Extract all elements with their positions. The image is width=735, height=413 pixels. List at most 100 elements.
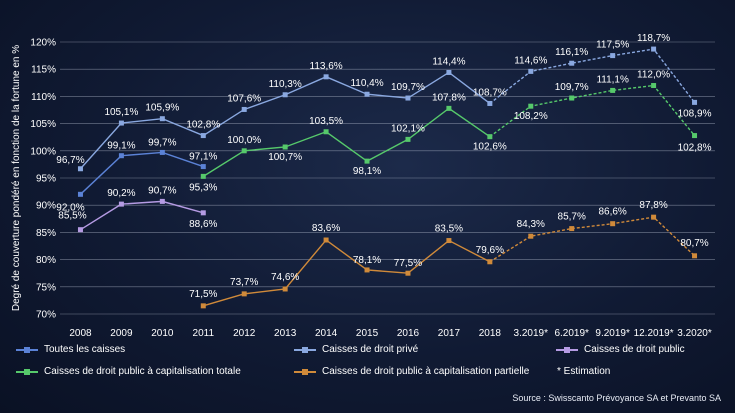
y-tick-label: 75% xyxy=(36,282,56,293)
data-point xyxy=(405,95,411,101)
legend: Toutes les caisses Caisses de droit priv… xyxy=(16,344,731,384)
data-point xyxy=(610,221,616,227)
data-label: 102,1% xyxy=(391,123,425,134)
x-tick-label: 2017 xyxy=(438,328,461,339)
data-label: 102,8% xyxy=(186,120,220,131)
data-label: 80,7% xyxy=(680,238,708,249)
series-line xyxy=(79,151,204,195)
x-tick-label: 3.2020* xyxy=(677,328,712,339)
data-point xyxy=(651,214,657,220)
x-tick-label: 2011 xyxy=(193,328,215,339)
data-labels: 92,0% 99,1% 99,7% 97,1% 96,7% 105,1% 105,9% 102… xyxy=(56,33,711,300)
x-tick-label: 9.2019* xyxy=(595,328,630,339)
x-tick-label: 2013 xyxy=(274,328,297,339)
data-point xyxy=(651,46,657,52)
data-point xyxy=(610,53,616,59)
series-line xyxy=(203,239,491,307)
series-line-estimate xyxy=(489,84,696,138)
data-label: 113,6% xyxy=(310,61,343,72)
data-label: 112,0% xyxy=(637,70,670,81)
data-point xyxy=(487,100,493,106)
y-tick-label: 115% xyxy=(31,65,56,76)
data-point xyxy=(77,166,83,172)
data-label: 83,5% xyxy=(435,224,463,235)
data-label: 86,6% xyxy=(598,207,626,218)
data-label: 95,3% xyxy=(189,182,217,193)
data-point xyxy=(405,270,411,276)
x-tick-label: 12.2019* xyxy=(634,328,674,339)
data-point xyxy=(200,133,206,139)
data-label: 90,2% xyxy=(107,188,135,199)
y-tick-label: 90% xyxy=(36,201,56,212)
x-tick-label: 2014 xyxy=(315,328,338,339)
data-point xyxy=(159,116,165,122)
legend-swatch-icon xyxy=(16,368,38,376)
data-label: 92,0% xyxy=(56,202,84,213)
legend-item-toutes-les-caisses: Toutes les caisses xyxy=(16,344,125,355)
data-label: 107,6% xyxy=(227,93,261,104)
data-label: 90,7% xyxy=(148,185,176,196)
data-point xyxy=(528,68,534,74)
data-point xyxy=(487,134,493,140)
data-point xyxy=(323,237,329,243)
data-point xyxy=(405,136,411,142)
legend-swatch-icon xyxy=(294,346,316,354)
data-point xyxy=(282,92,288,98)
data-label: 108,2% xyxy=(514,111,548,122)
data-point xyxy=(364,267,370,273)
x-tick-label: 2018 xyxy=(479,328,502,339)
data-point xyxy=(528,233,534,239)
data-label: 103,5% xyxy=(309,116,343,127)
data-point xyxy=(77,227,83,233)
x-tick-label: 2009 xyxy=(110,328,133,339)
legend-swatch-icon xyxy=(16,346,38,354)
data-label: 117,5% xyxy=(596,40,629,51)
data-point xyxy=(692,133,698,139)
data-point xyxy=(118,120,124,126)
legend-label: Caisses de droit privé xyxy=(322,344,419,355)
data-point xyxy=(200,164,206,170)
data-label: 109,7% xyxy=(555,82,589,93)
data-label: 105,9% xyxy=(145,103,179,114)
data-point xyxy=(200,173,206,179)
data-point xyxy=(692,253,698,259)
y-tick-label: 120% xyxy=(30,38,56,49)
data-label: 110,3% xyxy=(269,79,302,90)
data-point xyxy=(118,201,124,207)
data-label: 85,5% xyxy=(58,211,86,222)
line-chart: 70% 75% 80% 85% 90% 95% 100% 105% 110% 115% 120% 2… xyxy=(30,33,715,339)
legend-item-capitalisation-totale: Caisses de droit public à capitalisation… xyxy=(16,366,241,377)
data-label: 85,7% xyxy=(558,212,586,223)
y-tick-label: 105% xyxy=(30,119,56,130)
data-point xyxy=(569,95,575,101)
x-tick-label: 3.2019* xyxy=(514,328,549,339)
data-point xyxy=(364,158,370,164)
data-label: 105,1% xyxy=(104,107,138,118)
legend-item-estimation-note: * Estimation xyxy=(557,366,610,377)
data-point xyxy=(651,83,657,89)
legend-label: Toutes les caisses xyxy=(44,344,126,355)
data-label: 114,6% xyxy=(514,55,547,66)
data-label: 102,6% xyxy=(473,142,507,153)
legend-label: Caisses de droit public à capitalisation… xyxy=(44,366,241,377)
y-tick-label: 80% xyxy=(36,255,56,266)
data-point xyxy=(323,74,329,80)
data-label: 73,7% xyxy=(230,277,258,288)
data-label: 79,6% xyxy=(476,245,504,256)
data-label: 100,7% xyxy=(268,152,302,163)
data-point xyxy=(692,99,698,105)
data-label: 102,8% xyxy=(678,143,712,154)
data-label: 97,1% xyxy=(189,152,217,163)
x-tick-label: 2008 xyxy=(69,328,92,339)
data-label: 71,5% xyxy=(189,289,217,300)
series-line-estimate xyxy=(489,216,696,263)
legend-item-droit-prive: Caisses de droit privé xyxy=(294,344,418,355)
data-point xyxy=(446,69,452,75)
x-tick-label: 2016 xyxy=(397,328,420,339)
data-point xyxy=(77,191,83,197)
data-point xyxy=(118,153,124,159)
data-point xyxy=(364,91,370,97)
x-tick-label: 6.2019* xyxy=(554,328,589,339)
x-tick-label: 2012 xyxy=(233,328,256,339)
data-point xyxy=(569,226,575,232)
